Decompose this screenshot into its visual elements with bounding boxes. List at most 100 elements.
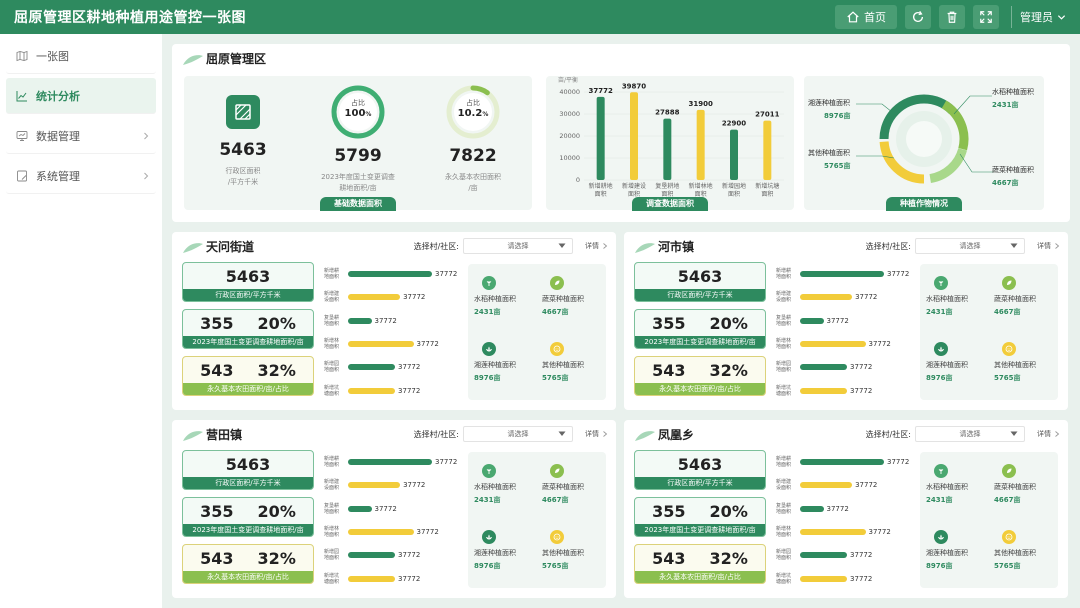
district-controls: 选择村/社区: 请选择 详情 xyxy=(414,426,608,442)
sidebar-item-label: 一张图 xyxy=(36,49,69,63)
farmland-caption: 永久基本农田面积/亩 xyxy=(445,173,501,192)
detail-link[interactable]: 详情 xyxy=(1037,241,1060,251)
crop-label-other: 其他种植面积 xyxy=(808,148,850,157)
bar-data-label: 37772 xyxy=(588,87,612,95)
kpi-value: 543 xyxy=(652,548,686,568)
chevron-right-icon xyxy=(144,132,149,139)
rice-icon xyxy=(934,464,948,478)
x-tick-label: 面积 xyxy=(761,190,773,198)
kpi-admin-area: 5463 行政区面积/平方千米 xyxy=(634,262,766,302)
kpi-arable-area: 355 20% 2023年度国土变更调查耕地面积/亩 xyxy=(182,497,314,537)
top-actions: 首页 管理员 xyxy=(835,0,1080,34)
bar-row: 新增耕 地面积 37772 xyxy=(324,452,458,472)
kpi-label: 永久基本农田面积/亩/占比 xyxy=(635,383,765,395)
district-crop-panel: 水稻种植面积 2431亩 蔬菜种植面积 4667亩 湘莲种植面积 8976亩 其他种植… xyxy=(468,452,606,588)
rice-icon xyxy=(482,276,496,290)
bar-fill xyxy=(348,552,396,559)
x-tick-label: 新增耕地 xyxy=(589,182,613,190)
survey-data-tag: 调查数据面积 xyxy=(632,197,708,211)
bar-label: 复垦耕 地面积 xyxy=(324,314,340,327)
village-select[interactable]: 请选择 xyxy=(463,238,573,254)
home-button[interactable]: 首页 xyxy=(835,5,897,29)
x-tick-label: 新增坑塘 xyxy=(755,182,779,190)
bar-fill xyxy=(800,459,884,465)
kpi-value: 543 xyxy=(200,360,234,380)
bar-row: 新增林 地面积 37772 xyxy=(324,522,458,542)
chart-unit-label: 亩/平衡 xyxy=(558,76,578,84)
kpi-label: 2023年度国土变更调查耕地面积/亩 xyxy=(635,524,765,536)
village-select[interactable]: 请选择 xyxy=(463,426,573,442)
crop-rice: 水稻种植面积 2431亩 xyxy=(926,276,990,317)
caret-down-icon xyxy=(558,243,566,248)
donut-slice-rice xyxy=(879,94,969,184)
fullscreen-button[interactable] xyxy=(973,5,999,29)
sidebar-item-system[interactable]: 系统管理 xyxy=(6,158,156,194)
bar-row: 新增建 设面积 37772 xyxy=(324,475,458,495)
kpi-arable-area: 355 20% 2023年度国土变更调查耕地面积/亩 xyxy=(634,309,766,349)
refresh-button[interactable] xyxy=(905,5,931,29)
bar-row: 新增园 地面积 37772 xyxy=(776,357,910,377)
top-divider xyxy=(1011,6,1012,28)
x-tick-label: 面积 xyxy=(628,190,640,198)
vegetable-icon xyxy=(1002,276,1016,290)
kpi-farmland: 543 32% 永久基本农田面积/亩/占比 xyxy=(182,356,314,396)
bar-row: 新增建 设面积 37772 xyxy=(776,287,910,307)
detail-link[interactable]: 详情 xyxy=(1037,429,1060,439)
bar-value: 37772 xyxy=(850,386,873,395)
sidebar-item-statistics[interactable]: 统计分析 xyxy=(6,78,156,114)
user-menu[interactable]: 管理员 xyxy=(1020,9,1066,25)
kpi-arable-area: 355 20% 2023年度国土变更调查耕地面积/亩 xyxy=(182,309,314,349)
village-select[interactable]: 请选择 xyxy=(915,238,1025,254)
bar-fill xyxy=(348,482,401,489)
bar-row: 新增坑 塘面积 37772 xyxy=(776,569,910,589)
fullscreen-icon xyxy=(980,11,992,23)
lotus-icon xyxy=(934,530,948,544)
kpi-label: 2023年度国土变更调查耕地面积/亩 xyxy=(183,524,313,536)
crop-tag: 种植作物情况 xyxy=(886,197,962,211)
x-tick-label: 新增林地 xyxy=(689,182,713,190)
ring-value: 100% xyxy=(344,108,372,119)
bar-value: 37772 xyxy=(855,481,878,490)
bar-value: 37772 xyxy=(416,339,439,348)
vegetable-icon xyxy=(550,464,564,478)
home-label: 首页 xyxy=(864,11,886,24)
select-placeholder: 请选择 xyxy=(959,242,981,250)
donut-slice-lotus xyxy=(879,94,969,184)
kpi-value: 355 xyxy=(200,501,234,521)
basic-data-panel: 5463 行政区面积/平方千米 占比 100% 5799 2023年度国土变更调查… xyxy=(184,76,532,211)
bar-data-label: 27888 xyxy=(655,109,679,117)
kpi-label: 永久基本农田面积/亩/占比 xyxy=(183,571,313,583)
arable-area-stat: 占比 100% 5799 2023年度国土变更调查 耕地面积/亩 xyxy=(303,84,413,194)
bar-row: 复垦耕 地面积 37772 xyxy=(776,311,910,331)
arable-area-value: 5799 xyxy=(334,146,382,166)
detail-link[interactable]: 详情 xyxy=(585,241,608,251)
bar-fill xyxy=(348,340,414,347)
kpi-admin-area: 5463 行政区面积/平方千米 xyxy=(182,450,314,490)
chevron-down-icon xyxy=(1057,14,1066,20)
kpi-admin-area: 5463 行政区面积/平方千米 xyxy=(634,450,766,490)
sidebar-item-map[interactable]: 一张图 xyxy=(6,38,156,74)
village-select[interactable]: 请选择 xyxy=(915,426,1025,442)
crop-donut-chart: 湘莲种植面积 8976亩 水稻种植面积 2431亩 其他种植面积 5765亩 蔬… xyxy=(808,87,1034,187)
bar-value: 37772 xyxy=(416,527,439,536)
crop-value-lotus: 8976亩 xyxy=(824,111,850,120)
bar-label: 新增林 地面积 xyxy=(776,337,792,350)
map-icon xyxy=(16,50,28,61)
crop-value-other: 5765亩 xyxy=(824,161,850,170)
arable-area-caption: 2023年度国土变更调查 耕地面积/亩 xyxy=(321,173,395,192)
bar-label: 新增园 地面积 xyxy=(776,361,792,374)
bar-fill xyxy=(800,482,853,489)
kpi-admin-area: 5463 行政区面积/平方千米 xyxy=(182,262,314,302)
detail-link[interactable]: 详情 xyxy=(585,429,608,439)
bar-row: 新增林 地面积 37772 xyxy=(776,334,910,354)
sidebar-item-data[interactable]: 数据管理 xyxy=(6,118,156,154)
bar xyxy=(663,118,672,180)
kpi-label: 2023年度国土变更调查耕地面积/亩 xyxy=(635,336,765,348)
crop-lotus: 湘莲种植面积 8976亩 xyxy=(926,530,990,571)
kpi-percent: 20% xyxy=(257,313,296,333)
bar-fill xyxy=(348,364,396,371)
district-controls: 选择村/社区: 请选择 详情 xyxy=(866,238,1060,254)
delete-button[interactable] xyxy=(939,5,965,29)
x-tick-label: 面积 xyxy=(728,190,740,198)
bar-value: 37772 xyxy=(403,481,426,490)
